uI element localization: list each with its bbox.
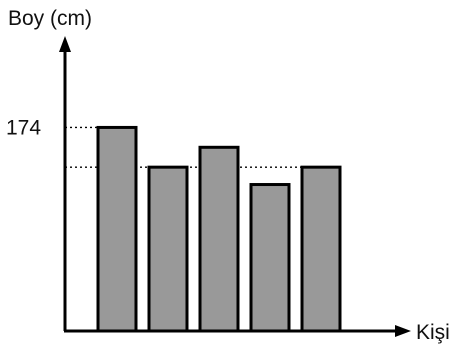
x-axis-label: Kişi xyxy=(416,321,450,344)
y-tick-labels: 174 xyxy=(6,116,41,139)
y-axis-arrow-icon xyxy=(59,36,71,52)
bar-5 xyxy=(300,165,342,333)
bar-3 xyxy=(198,145,240,333)
bar-1 xyxy=(96,125,138,333)
x-axis-arrow-icon xyxy=(395,325,411,337)
y-tick-label-1: 174 xyxy=(6,116,41,139)
bar-4 xyxy=(249,183,291,333)
y-axis-label: Boy (cm) xyxy=(8,7,92,30)
bars xyxy=(96,125,342,333)
bar-2 xyxy=(147,165,189,333)
